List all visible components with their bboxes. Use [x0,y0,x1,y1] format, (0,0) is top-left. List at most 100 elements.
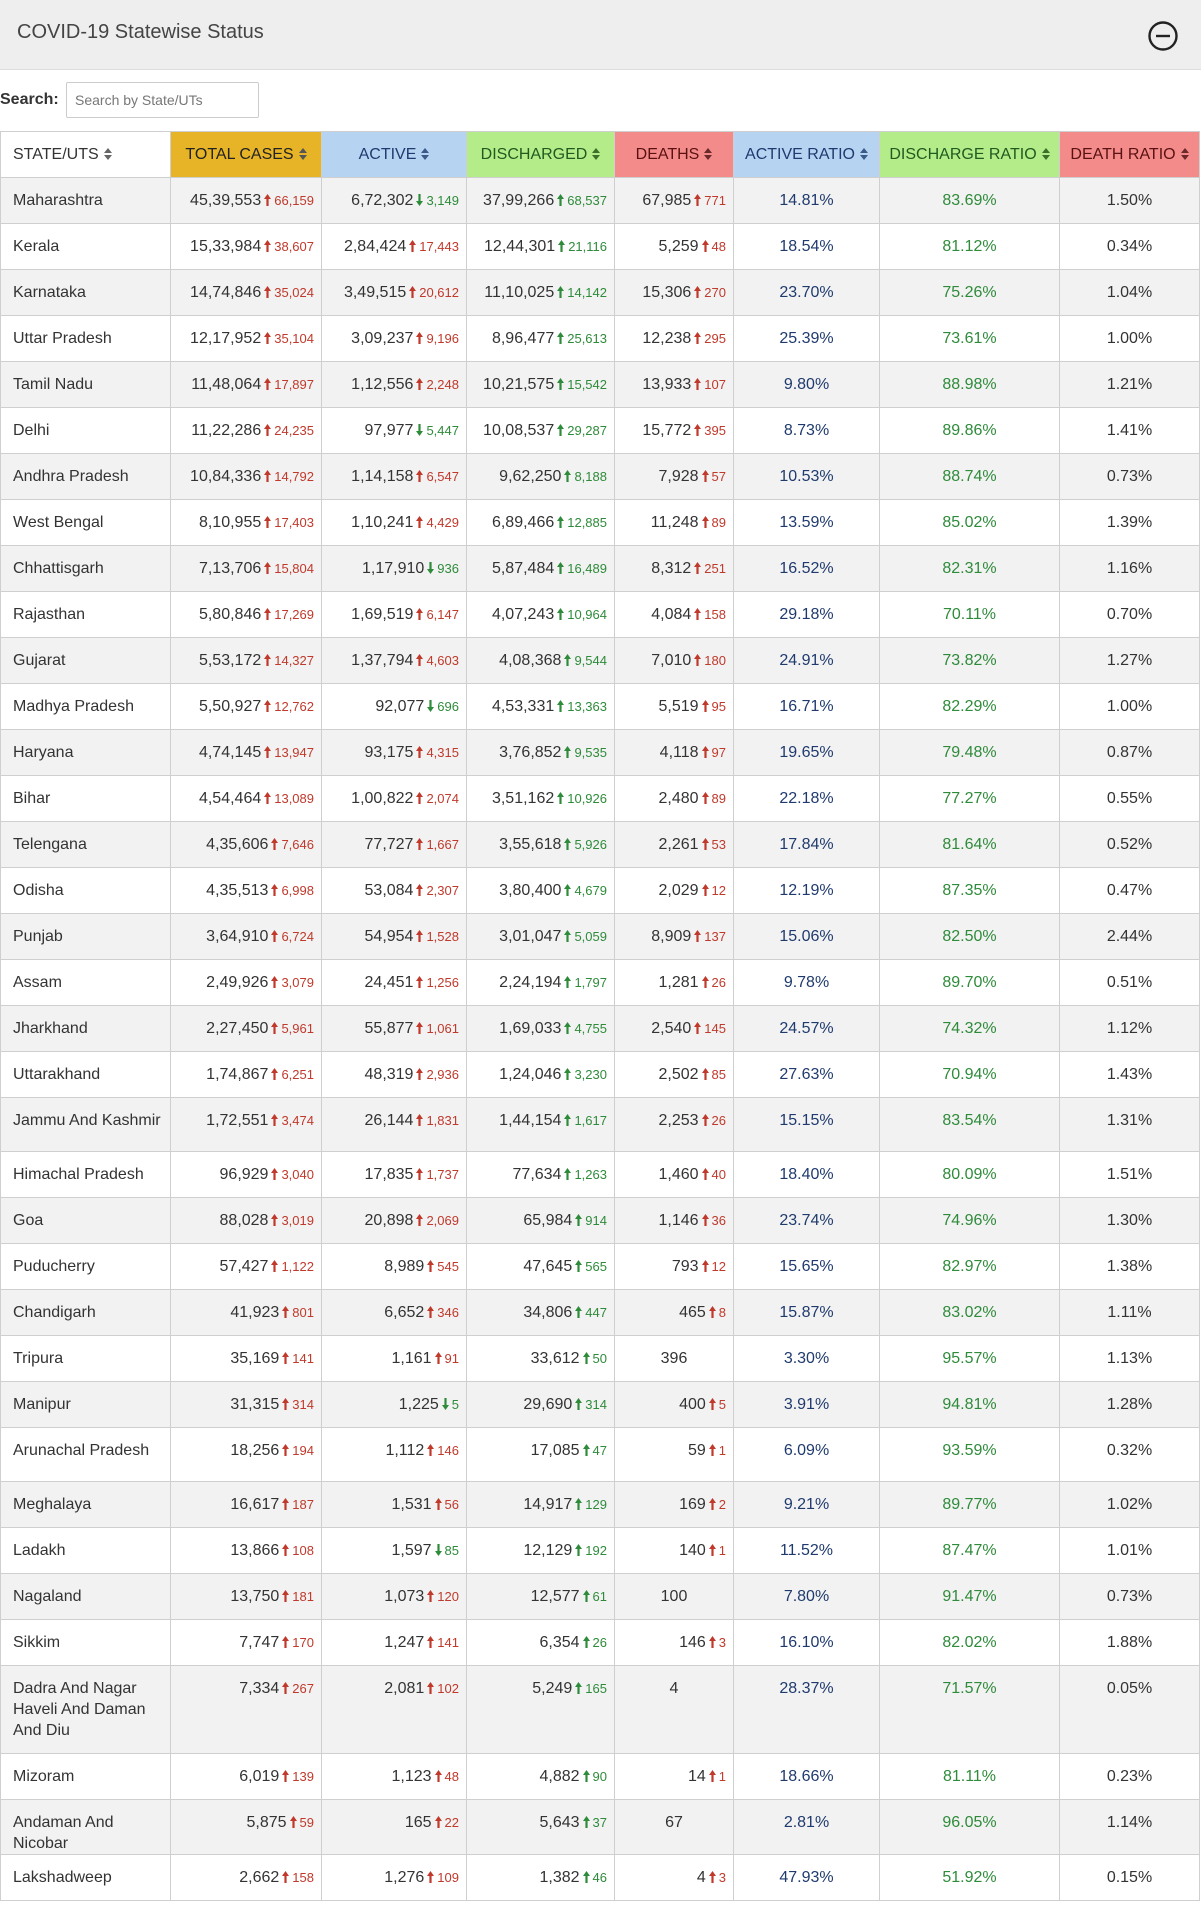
cell-death-ratio: 0.32% [1059,1427,1200,1482]
arrow-down-icon [416,194,424,206]
arrow-up-icon [582,1816,590,1828]
delta-value: 26 [592,1635,607,1650]
delta-value: 146 [437,1443,459,1458]
cell-discharge-ratio: 96.05% [879,1799,1060,1855]
death-ratio-value: 1.38% [1106,1258,1153,1275]
column-header-state[interactable]: STATE/UTS [0,131,171,178]
cell-discharge-ratio: 81.12% [879,223,1060,270]
active-ratio-value: 15.87% [779,1304,834,1321]
cell-active: 1,597 85 [321,1527,467,1574]
delta-value: 95 [711,699,726,714]
cell-deaths: 2,540 145 [614,1005,734,1052]
death-ratio-value: 1.27% [1106,652,1153,669]
table-row: Delhi 11,22,286 24,235 97,977 5,447 10,08,537… [0,407,1200,454]
delta-value: 16,489 [567,561,607,576]
delta-value: 1,667 [426,837,459,852]
cell-discharged: 3,51,162 10,926 [466,775,615,822]
table-row: Manipur 31,315 314 1,225 5 29,690 314 400 5 3.91%… [0,1381,1200,1428]
discharged-delta: 5,059 [564,929,607,944]
discharged-value: 5,643 [539,1814,580,1831]
cell-deaths: 8,312 251 [614,545,734,592]
column-header-label: ACTIVE RATIO [745,145,855,163]
active-ratio-value: 18.66% [779,1768,834,1785]
discharge-ratio-value: 88.98% [942,376,997,393]
column-header-total-cases[interactable]: TOTAL CASES [170,131,322,178]
discharged-value: 29,690 [523,1396,573,1413]
column-header-label: DISCHARGE RATIO [889,145,1037,163]
cell-discharge-ratio: 82.29% [879,683,1060,730]
arrow-up-icon [582,1871,590,1883]
total-value: 1,72,551 [206,1112,269,1129]
table-row: Maharashtra 45,39,553 66,159 6,72,302 3,149 3… [0,177,1200,224]
delta-value: 66,159 [274,193,314,208]
deaths-delta: 1 [708,1443,726,1458]
active-delta: 56 [434,1497,459,1512]
total-delta: 3,079 [271,975,314,990]
cell-active-ratio: 9.78% [733,959,880,1006]
table-row: Rajasthan 5,80,846 17,269 1,69,519 6,147 4,07… [0,591,1200,638]
column-header-active[interactable]: ACTIVE [321,131,467,178]
table-row: Tamil Nadu 11,48,064 17,897 1,12,556 2,248 10… [0,361,1200,408]
cell-deaths: 1,146 36 [614,1197,734,1244]
cell-discharge-ratio: 89.77% [879,1481,1060,1528]
active-delta: 1,061 [416,1021,459,1036]
deaths-delta: 251 [694,561,726,576]
cell-active-ratio: 24.91% [733,637,880,684]
discharge-ratio-value: 81.64% [942,836,997,853]
table-row: Odisha 4,35,513 6,998 53,084 2,307 3,80,400 4,… [0,867,1200,914]
cell-discharge-ratio: 73.82% [879,637,1060,684]
state-name: Gujarat [13,652,66,669]
active-delta: 936 [427,561,459,576]
deaths-value: 793 [671,1258,699,1275]
cell-death-ratio: 1.04% [1059,269,1200,316]
active-delta: 1,528 [416,929,459,944]
cell-deaths: 2,480 89 [614,775,734,822]
delta-value: 129 [585,1497,607,1512]
discharged-value: 1,69,033 [499,1020,562,1037]
discharge-ratio-value: 81.12% [942,238,997,255]
column-header-deaths[interactable]: DEATHS [614,131,734,178]
active-value: 2,081 [384,1680,425,1697]
arrow-up-icon [557,332,565,344]
cell-state: Jharkhand [0,1005,171,1052]
cell-state: Sikkim [0,1619,171,1666]
arrow-up-icon [557,378,565,390]
column-header-death-ratio[interactable]: DEATH RATIO [1059,131,1200,178]
cell-active-ratio: 14.81% [733,177,880,224]
active-ratio-value: 18.40% [779,1166,834,1183]
arrow-down-icon [441,1398,449,1410]
column-header-discharge-ratio[interactable]: DISCHARGE RATIO [879,131,1060,178]
cell-total-cases: 13,866 108 [170,1527,322,1574]
discharged-value: 3,51,162 [491,790,555,807]
discharge-ratio-value: 91.47% [942,1588,997,1605]
page-title: COVID-19 Statewise Status [17,21,264,43]
death-ratio-value: 0.47% [1106,882,1153,899]
active-value: 53,084 [364,882,414,899]
active-value: 1,69,519 [351,606,414,623]
death-ratio-value: 1.01% [1106,1542,1153,1559]
discharge-ratio-value: 88.74% [942,468,997,485]
total-delta: 170 [282,1635,314,1650]
active-value: 17,835 [364,1166,414,1183]
search-input[interactable] [66,82,259,118]
active-delta: 48 [434,1769,459,1784]
arrow-up-icon [694,654,702,666]
arrow-up-icon [264,332,272,344]
discharged-delta: 9,535 [564,745,607,760]
minus-circle-icon[interactable] [1146,19,1180,53]
total-delta: 24,235 [264,423,314,438]
delta-value: 187 [292,1497,314,1512]
state-name: Madhya Pradesh [13,698,134,715]
cell-active-ratio: 15.06% [733,913,880,960]
cell-death-ratio: 1.27% [1059,637,1200,684]
column-header-discharged[interactable]: DISCHARGED [466,131,615,178]
cell-deaths: 15,306 270 [614,269,734,316]
column-header-active-ratio[interactable]: ACTIVE RATIO [733,131,880,178]
active-value: 92,077 [375,698,425,715]
total-value: 88,028 [219,1212,269,1229]
state-name: Lakshadweep [13,1869,112,1886]
cell-state: Uttar Pradesh [0,315,171,362]
discharge-ratio-value: 73.82% [942,652,997,669]
column-header-label: DISCHARGED [480,145,588,163]
cell-active-ratio: 7.80% [733,1573,880,1620]
